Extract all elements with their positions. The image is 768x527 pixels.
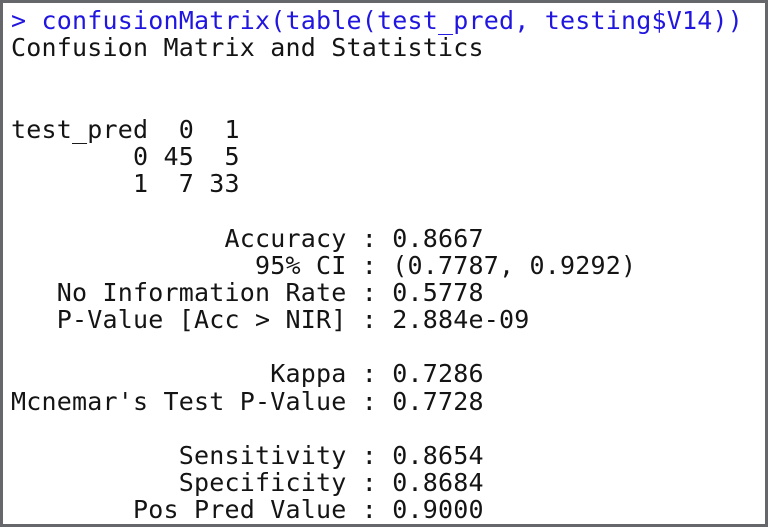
console-output-title: Confusion Matrix and Statistics — [11, 33, 484, 63]
console-command-line: > confusionMatrix(table(test_pred, testi… — [11, 6, 744, 35]
console-blank-line — [11, 197, 765, 224]
console-blank-line — [11, 333, 765, 360]
stat-95-ci: 95% CI : (0.7787, 0.9292) — [11, 250, 637, 280]
stat-mcnemars-test-p-value: Mcnemar's Test P-Value : 0.7728 — [11, 386, 484, 416]
stat-pos-pred-value: Pos Pred Value : 0.9000 — [11, 495, 484, 525]
console-output-area: > confusionMatrix(table(test_pred, testi… — [3, 3, 765, 524]
stat-p-value-acc-nir: P-Value [Acc > NIR] : 2.884e-09 — [11, 305, 530, 335]
stat-accuracy: Accuracy : 0.8667 — [11, 223, 484, 253]
confusion-matrix-row-0: 0 45 5 — [11, 141, 240, 171]
stat-kappa: Kappa : 0.7286 — [11, 359, 484, 389]
console-blank-line — [11, 61, 765, 88]
stat-no-information-rate: No Information Rate : 0.5778 — [11, 277, 484, 307]
confusion-matrix-header-row: test_pred 0 1 — [11, 114, 240, 144]
stat-specificity: Specificity : 0.8684 — [11, 468, 484, 498]
stat-sensitivity: Sensitivity : 0.8654 — [11, 441, 484, 470]
confusion-matrix-row-1: 1 7 33 — [11, 169, 240, 199]
console-blank-line — [11, 415, 765, 442]
console-blank-line — [11, 89, 765, 116]
